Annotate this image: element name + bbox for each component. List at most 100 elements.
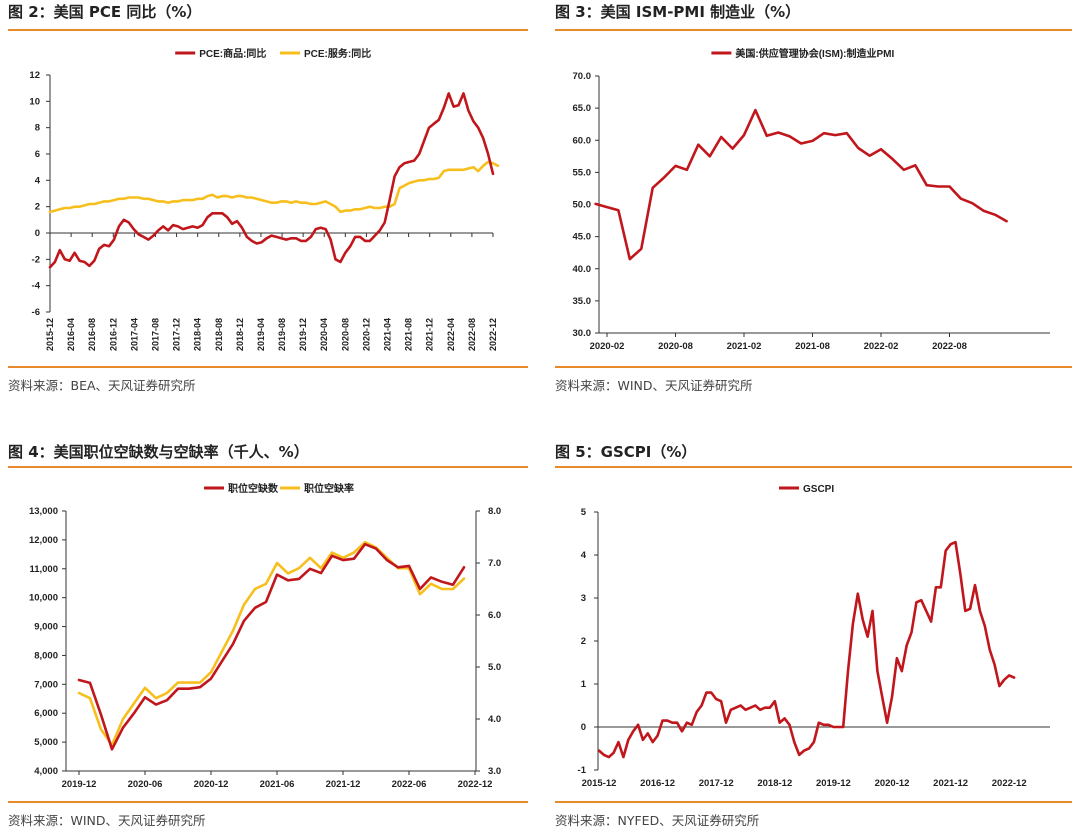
y-tick-label: 0: [581, 722, 586, 733]
x-tick-label: 2020-08: [658, 341, 693, 352]
y-tick-label: 4: [35, 175, 41, 186]
y-tick-label: 2: [35, 202, 40, 213]
panel-pce: 图 2：美国 PCE 同比（%） PCE:商品:同比 PCE:服务:同比 12 10 8…: [8, 0, 528, 400]
y-tick-label: 10: [29, 96, 40, 107]
y-tick-label: 45.0: [573, 232, 592, 243]
x-tick-label: 2020-12: [194, 779, 229, 790]
title-rule: [555, 466, 1072, 468]
panel-title: 图 3：美国 ISM-PMI 制造业（%）: [555, 3, 801, 21]
y-tick-label: 0: [35, 228, 40, 239]
title-rule: [8, 29, 528, 31]
legend-label: PCE:商品:同比: [199, 47, 266, 60]
x-tick-label: 2021-08: [795, 341, 830, 352]
x-tick-label: 2021-06: [260, 779, 295, 790]
x-tick-label: 2019-12: [816, 778, 851, 789]
x-tick-label: 2016-04: [66, 318, 76, 351]
y-tick-label-right: 7.0: [488, 558, 501, 569]
y-tick-label: 40.0: [573, 264, 592, 275]
y-tick-label: -4: [32, 281, 41, 292]
x-tick-label: 2018-08: [214, 318, 224, 351]
legend-label: 职位空缺率: [304, 482, 354, 495]
x-tick-label: 2021-12: [933, 778, 968, 789]
x-tick-label: 2019-04: [256, 318, 266, 351]
x-tick-label: 2015-12: [45, 318, 55, 351]
y-tick-label: 55.0: [573, 167, 592, 178]
y-tick-label: -6: [32, 307, 40, 318]
y-tick-label: 30.0: [573, 328, 592, 339]
y-tick-label: 50.0: [573, 200, 592, 211]
y-tick-label: 2: [581, 636, 586, 647]
series-line: [48, 92, 495, 269]
y-tick-label: 60.0: [573, 135, 592, 146]
x-tick-label: 2022-08: [467, 318, 477, 351]
y-tick-label: 3: [581, 593, 586, 604]
series-line-count: [77, 542, 466, 751]
x-tick-label: 2021-12: [326, 779, 361, 790]
y-tick-label: 1: [581, 679, 587, 690]
x-tick-label: 2015-12: [582, 778, 617, 789]
x-tick-label: 2017-12: [699, 778, 734, 789]
y-tick-label-left: 6,000: [34, 708, 58, 719]
y-tick-label: 65.0: [573, 103, 592, 114]
source-note: 资料来源：WIND、天风证券研究所: [8, 813, 206, 828]
y-tick-label-left: 5,000: [34, 737, 58, 748]
x-tick-label: 2021-12: [425, 318, 435, 351]
y-tick-label: 12: [29, 70, 40, 81]
x-tick-label: 2020-08: [340, 318, 350, 351]
y-tick-label-left: 4,000: [34, 766, 58, 777]
y-tick-label: 4: [581, 550, 587, 561]
series-line: [594, 108, 1008, 261]
x-tick-label: 2022-04: [446, 318, 456, 351]
x-tick-label: 2021-08: [404, 318, 414, 351]
chart-pce: PCE:商品:同比 PCE:服务:同比 12 10 8 6 4 2 0 -2 -4 -6 2015-12…: [29, 47, 500, 351]
x-tick-label: 2020-02: [590, 341, 625, 352]
x-tick-label: 2018-12: [235, 318, 245, 351]
x-tick-label: 2021-02: [727, 341, 762, 352]
panel-gscpi: 图 5：GSCPI（%） GSCPI 5 4 3 2 1 0 -1 2015-12 2016-12…: [555, 440, 1072, 832]
source-note: 资料来源：NYFED、天风证券研究所: [555, 813, 760, 828]
x-tick-label: 2019-12: [62, 779, 97, 790]
x-tick-label: 2020-04: [319, 318, 329, 351]
y-tick-label-right: 4.0: [488, 714, 501, 725]
y-tick-label-right: 5.0: [488, 662, 501, 673]
x-tick-label: 2019-08: [277, 318, 287, 351]
y-tick-label: 8: [35, 123, 40, 134]
x-tick-label: 2020-12: [361, 318, 371, 351]
x-tick-label: 2022-12: [992, 778, 1027, 789]
source-rule: [8, 366, 528, 368]
x-tick-label: 2022-12: [458, 779, 493, 790]
x-tick-label: 2022-12: [488, 318, 498, 351]
legend-label: 职位空缺数: [228, 482, 279, 495]
source-rule: [8, 801, 528, 803]
panel-title: 图 4：美国职位空缺数与空缺率（千人、%）: [8, 443, 309, 461]
legend-label: 美国:供应管理协会(ISM):制造业PMI: [735, 47, 894, 60]
x-tick-label: 2022-02: [864, 341, 899, 352]
y-tick-label-left: 8,000: [34, 650, 58, 661]
x-tick-label: 2022-08: [932, 341, 967, 352]
chart-jobs: 职位空缺数 职位空缺率 13,000 12,000 11,000 10,000 9,000 8…: [29, 482, 501, 790]
series-line: [597, 540, 1016, 759]
legend-label: GSCPI: [803, 484, 834, 495]
y-tick-label-right: 6.0: [488, 610, 501, 621]
x-tick-label: 2018-12: [757, 778, 792, 789]
panel-jobs: 图 4：美国职位空缺数与空缺率（千人、%） 职位空缺数 职位空缺率 13,000 12…: [8, 440, 528, 832]
title-rule: [8, 466, 528, 468]
x-tick-label: 2017-08: [150, 318, 160, 351]
y-tick-label-left: 11,000: [29, 564, 58, 575]
series-line: [48, 160, 500, 214]
panel-ism: 图 3：美国 ISM-PMI 制造业（%） 美国:供应管理协会(ISM):制造业…: [555, 0, 1072, 400]
chart-gscpi: GSCPI 5 4 3 2 1 0 -1 2015-12 2016-12 2017-12 2018-1…: [578, 484, 1050, 789]
chart-ism: 美国:供应管理协会(ISM):制造业PMI 70.0 65.0 60.0 55.0 50.…: [573, 47, 1050, 352]
x-tick-label: 2017-04: [129, 318, 139, 351]
panel-title: 图 5：GSCPI（%）: [555, 443, 697, 461]
x-tick-label: 2016-08: [87, 318, 97, 351]
x-tick-label: 2022-06: [392, 779, 427, 790]
panel-title: 图 2：美国 PCE 同比（%）: [8, 3, 202, 21]
y-tick-label: 35.0: [573, 296, 592, 307]
x-tick-label: 2020-12: [875, 778, 910, 789]
y-tick-label: -2: [32, 254, 40, 265]
x-tick-label: 2017-12: [172, 318, 182, 351]
y-tick-label: 5: [581, 507, 587, 518]
legend-label: PCE:服务:同比: [304, 47, 371, 60]
y-tick-label-left: 10,000: [29, 593, 58, 604]
